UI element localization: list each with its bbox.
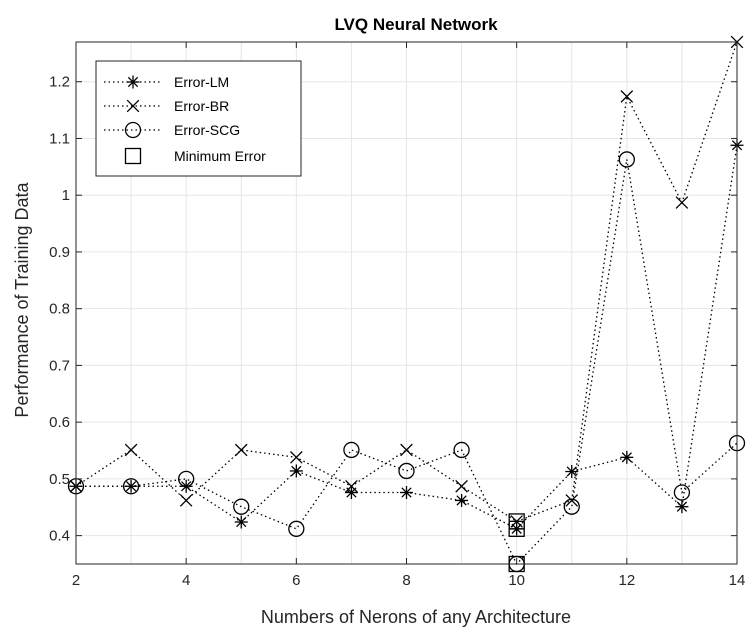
x-tick-label: 8 — [402, 572, 410, 589]
series-line-error-scg — [76, 159, 738, 566]
point-error-lm — [455, 493, 469, 507]
point-error-scg — [178, 470, 195, 488]
point-error-scg — [453, 441, 470, 459]
point-error-lm — [124, 479, 138, 493]
y-axis-title: Performance of Training Data — [12, 181, 32, 417]
y-tick-label: 0.7 — [49, 357, 70, 374]
legend-marker-square — [124, 147, 142, 165]
y-tick-label: 0.5 — [49, 471, 70, 488]
x-tick-label: 14 — [729, 572, 746, 589]
legend-entry-minimum-error: Minimum Error — [124, 147, 266, 165]
point-error-scg — [398, 462, 415, 480]
point-error-br — [124, 443, 138, 457]
x-tick-label: 4 — [182, 572, 190, 589]
legend-symbol-square — [124, 147, 142, 165]
point-error-br — [234, 443, 248, 457]
y-tick-label: 1.1 — [49, 130, 70, 147]
y-tick-label: 1 — [62, 187, 70, 204]
y-tick-label: 0.9 — [49, 244, 70, 261]
x-tick-label: 2 — [72, 572, 80, 589]
legend-symbol-asterisk — [126, 75, 140, 89]
x-tick-label: 10 — [508, 572, 525, 589]
tick-layer: 2 4 6 8 10 12 14 0.4 0.5 0.6 0.7 0.8 0.9 1 1.1 1.2 — [49, 42, 745, 589]
point-error-scg — [288, 520, 305, 537]
point-error-br — [565, 494, 579, 507]
point-error-br — [675, 196, 689, 209]
legend-label-error-br: Error-BR — [174, 98, 229, 114]
y-tick-label: 0.4 — [49, 528, 70, 545]
legend-symbol-circle — [124, 121, 142, 139]
legend-label-error-lm: Error-LM — [174, 74, 229, 90]
y-tick-label: 1.2 — [49, 74, 70, 91]
x-tick-label: 12 — [618, 572, 635, 589]
legend-marker-circle — [124, 121, 142, 139]
legend-label-minimum-error: Minimum Error — [174, 148, 266, 164]
point-error-lm — [234, 515, 248, 529]
legend-entry-error-lm: Error-LM — [104, 74, 229, 90]
point-error-lm — [675, 500, 689, 514]
point-error-lm — [620, 450, 634, 464]
legend-entry-error-scg: Error-SCG — [104, 121, 240, 139]
x-tick-label: 6 — [292, 572, 300, 589]
point-error-scg — [563, 498, 580, 515]
legend-marker-asterisk — [126, 75, 140, 89]
point-error-br — [455, 479, 468, 493]
legend-symbol-x — [126, 99, 140, 113]
point-error-scg — [343, 441, 360, 459]
legend-marker-x — [126, 99, 140, 113]
x-axis-title: Numbers of Nerons of any Architecture — [261, 607, 571, 627]
point-error-br — [400, 443, 413, 457]
point-error-lm — [565, 465, 579, 479]
point-error-lm — [400, 486, 413, 500]
y-tick-label: 0.8 — [49, 301, 70, 318]
point-error-scg — [122, 478, 140, 495]
point-minimum-error — [508, 520, 525, 537]
point-error-scg — [673, 484, 691, 501]
point-error-lm — [344, 486, 358, 500]
legend: Error-LM Error-BR Error-SCG Minimum Erro… — [95, 60, 302, 177]
point-error-br — [179, 494, 193, 507]
legend-entry-error-br: Error-BR — [104, 98, 229, 114]
point-error-lm — [289, 464, 303, 478]
legend-box — [95, 60, 302, 177]
point-error-scg — [233, 498, 250, 515]
point-error-scg — [618, 151, 635, 168]
chart-title: LVQ Neural Network — [334, 15, 498, 34]
point-error-br — [620, 90, 634, 103]
y-tick-label: 0.6 — [49, 414, 70, 431]
point-error-br — [290, 451, 303, 464]
point-error-br — [345, 479, 358, 493]
legend-label-error-scg: Error-SCG — [174, 122, 240, 138]
